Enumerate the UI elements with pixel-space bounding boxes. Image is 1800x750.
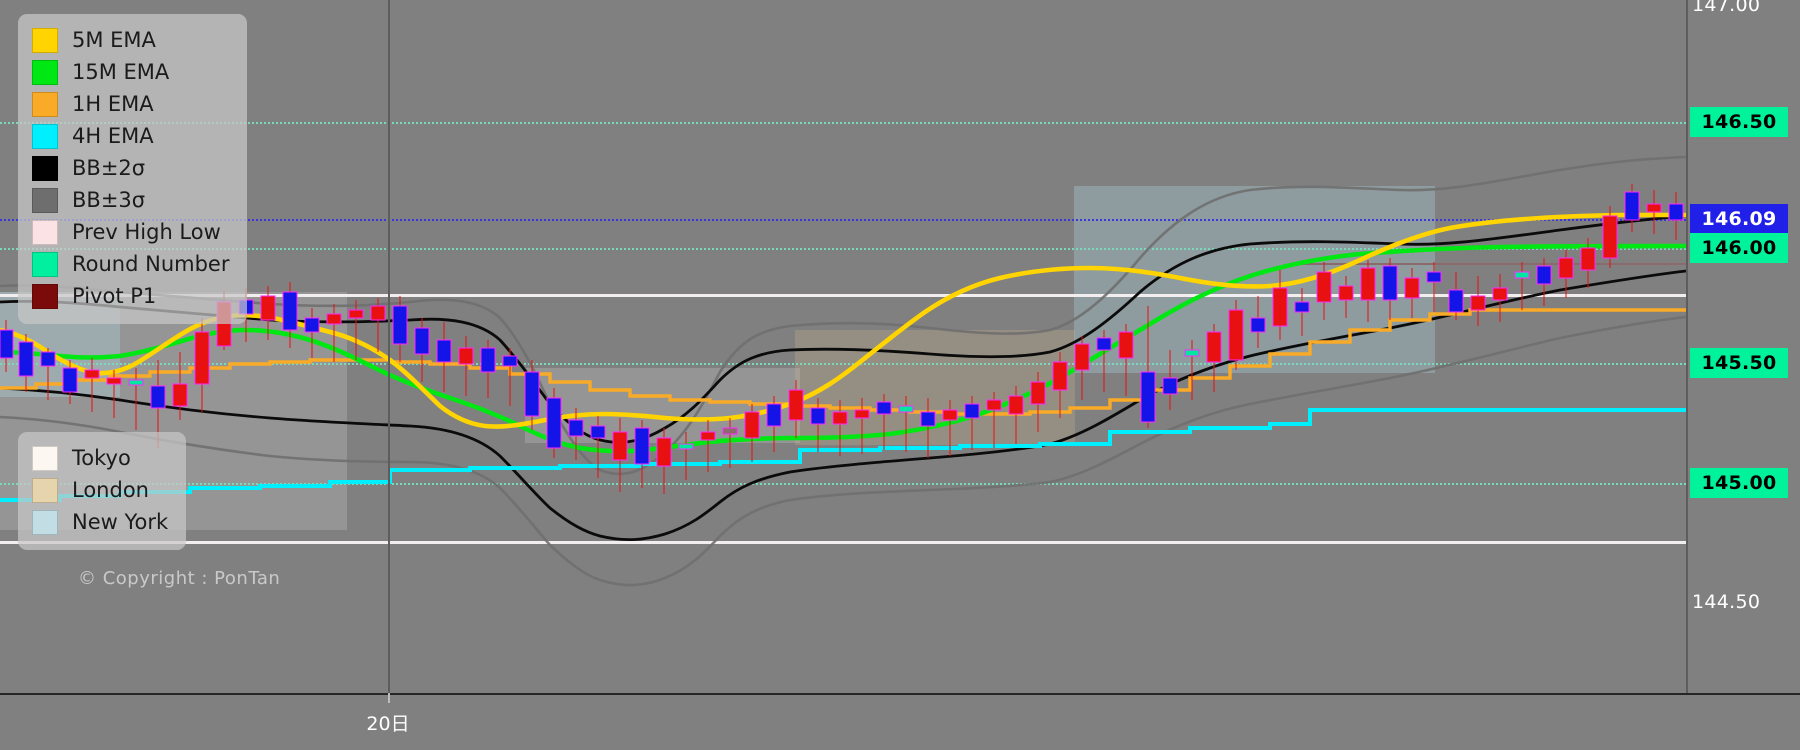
legend-label: Prev High Low [72,220,221,244]
price-badge-146-00: 146.00 [1690,233,1788,263]
pivot-line-lower [0,541,1686,544]
time-tick-mark [388,693,390,703]
pivot-line-upper [0,294,1686,297]
legend-item-pivot-p1[interactable]: Pivot P1 [32,280,229,312]
legend-label: 5M EMA [72,28,156,52]
legend-label: 1H EMA [72,92,154,116]
price-tick-144-50: 144.50 [1692,591,1761,613]
plot-area[interactable] [0,0,1686,693]
price-tick-147-00: 147.00 [1692,0,1761,16]
price-badge-145-50: 145.50 [1690,348,1788,378]
legend-indicators[interactable]: 5M EMA 15M EMA 1H EMA 4H EMA BB±2σ BB±3σ… [18,14,248,324]
round-number-line-146-50 [0,122,1686,124]
legend-item-5m-ema[interactable]: 5M EMA [32,24,229,56]
color-swatch-icon [32,123,58,149]
round-number-line-145-50 [0,363,1686,365]
legend-item-bb-2sigma[interactable]: BB±2σ [32,152,229,184]
legend-label: Round Number [72,252,230,276]
color-swatch-icon [32,91,58,117]
legend-label: London [72,478,149,502]
legend-item-15m-ema[interactable]: 15M EMA [32,56,229,88]
color-swatch-icon [32,445,58,471]
time-tick-label-20: 20日 [366,713,410,735]
legend-item-4h-ema[interactable]: 4H EMA [32,120,229,152]
time-axis[interactable]: 20日 [0,693,1686,750]
legend-item-1h-ema[interactable]: 1H EMA [32,88,229,120]
candlestick-series [0,155,1686,587]
day-separator-line [388,0,390,693]
pivot-p1-line [1290,263,1686,265]
legend-item-bb-3sigma[interactable]: BB±3σ [32,184,229,216]
legend-item-newyork[interactable]: New York [32,506,168,538]
legend-label: Pivot P1 [72,284,157,308]
legend-label: BB±3σ [72,188,146,212]
legend-item-round-number[interactable]: Round Number [32,248,229,280]
color-swatch-icon [32,509,58,535]
legend-label: BB±2σ [72,156,146,180]
copyright-notice: © Copyright : PonTan [78,568,281,589]
legend-label: New York [72,510,169,534]
color-swatch-icon [32,283,58,309]
color-swatch-icon [32,27,58,53]
legend-label: 15M EMA [72,60,170,84]
color-swatch-icon [32,251,58,277]
legend-item-prev-high-low[interactable]: Prev High Low [32,216,229,248]
legend-label: Tokyo [72,446,131,470]
price-axis-rule [1686,0,1688,693]
legend-item-london[interactable]: London [32,474,168,506]
legend-item-tokyo[interactable]: Tokyo [32,442,168,474]
color-swatch-icon [32,477,58,503]
color-swatch-icon [32,155,58,181]
current-price-line [0,219,1686,221]
color-swatch-icon [32,59,58,85]
price-axis[interactable]: 147.00 146.50 146.09 146.00 145.50 145.0… [1686,0,1800,750]
color-swatch-icon [32,187,58,213]
legend-label: 4H EMA [72,124,154,148]
price-badge-145-00: 145.00 [1690,468,1788,498]
color-swatch-icon [32,219,58,245]
legend-sessions[interactable]: Tokyo London New York [18,432,187,550]
price-badge-146-50: 146.50 [1690,107,1788,137]
round-number-line-146-00 [0,248,1686,250]
round-number-line-145-00 [0,483,1686,485]
time-axis-rule [0,693,1800,695]
price-badge-current: 146.09 [1690,204,1788,234]
